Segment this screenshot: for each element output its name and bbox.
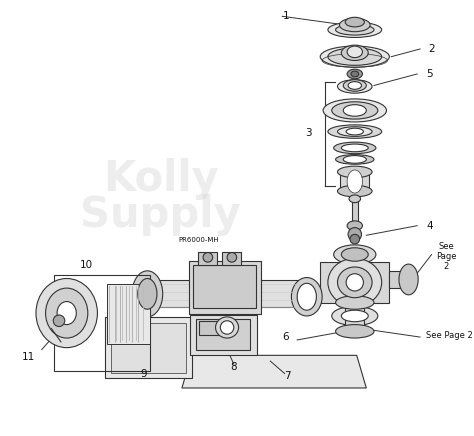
Ellipse shape [350,234,360,244]
Ellipse shape [347,69,363,79]
Text: 6: 6 [283,332,289,342]
Ellipse shape [332,102,378,119]
Ellipse shape [216,317,238,338]
Bar [189,261,261,314]
Bar [111,323,186,373]
Ellipse shape [346,274,364,291]
Ellipse shape [349,195,361,203]
Ellipse shape [336,296,374,309]
Ellipse shape [341,144,368,152]
Text: 5: 5 [427,69,433,79]
Bar [54,275,150,371]
Ellipse shape [138,279,157,309]
Ellipse shape [227,252,237,262]
Bar [352,199,358,226]
Text: See Page 2: See Page 2 [426,330,472,340]
Bar [345,303,365,331]
Ellipse shape [57,302,76,324]
Text: Supply: Supply [80,194,241,236]
Bar [222,252,241,265]
Ellipse shape [53,315,65,327]
Ellipse shape [46,288,88,338]
Ellipse shape [336,24,374,35]
Ellipse shape [328,48,382,65]
Text: PR6000-MH: PR6000-MH [178,237,219,243]
Bar [193,265,256,308]
Text: 2: 2 [428,44,435,54]
Ellipse shape [328,259,382,307]
Bar [340,172,369,191]
Ellipse shape [343,80,366,91]
Bar [107,284,150,344]
Ellipse shape [347,170,363,193]
Ellipse shape [337,80,372,93]
Text: Kolly: Kolly [103,158,219,200]
Bar [198,252,218,265]
Ellipse shape [343,105,366,116]
Ellipse shape [341,310,368,322]
Bar [320,262,389,303]
Ellipse shape [341,248,368,261]
Ellipse shape [399,264,418,295]
Ellipse shape [347,221,363,231]
Ellipse shape [323,99,386,122]
Ellipse shape [347,46,363,58]
Ellipse shape [345,17,365,27]
Text: 3: 3 [305,129,312,139]
Text: 10: 10 [79,260,92,270]
Ellipse shape [132,271,163,317]
Ellipse shape [341,45,368,61]
Bar [196,319,250,350]
Ellipse shape [328,22,382,37]
Text: See
Page
2: See Page 2 [436,242,456,271]
Ellipse shape [337,166,372,177]
Ellipse shape [337,127,372,136]
Ellipse shape [336,155,374,164]
Ellipse shape [343,156,366,163]
Ellipse shape [348,82,362,89]
Ellipse shape [332,307,378,326]
Text: 8: 8 [230,362,237,372]
Polygon shape [105,317,191,378]
Ellipse shape [351,71,359,77]
Ellipse shape [320,46,389,67]
Text: 9: 9 [140,368,147,378]
Ellipse shape [203,252,213,262]
Ellipse shape [328,125,382,138]
Text: 7: 7 [284,371,291,382]
Text: 4: 4 [427,221,433,231]
Bar [199,321,220,335]
Bar [190,315,257,355]
Ellipse shape [292,278,322,316]
Ellipse shape [297,283,316,310]
Ellipse shape [346,128,364,135]
Ellipse shape [348,228,362,241]
Bar [389,271,409,288]
Ellipse shape [334,245,376,264]
Ellipse shape [337,185,372,197]
Ellipse shape [336,324,374,338]
Ellipse shape [337,267,372,298]
Text: 11: 11 [22,352,35,362]
Text: 1: 1 [283,11,289,21]
Ellipse shape [339,18,370,32]
Bar [146,280,304,307]
Ellipse shape [220,321,234,334]
Ellipse shape [334,142,376,153]
Polygon shape [182,355,366,388]
Ellipse shape [36,279,98,347]
